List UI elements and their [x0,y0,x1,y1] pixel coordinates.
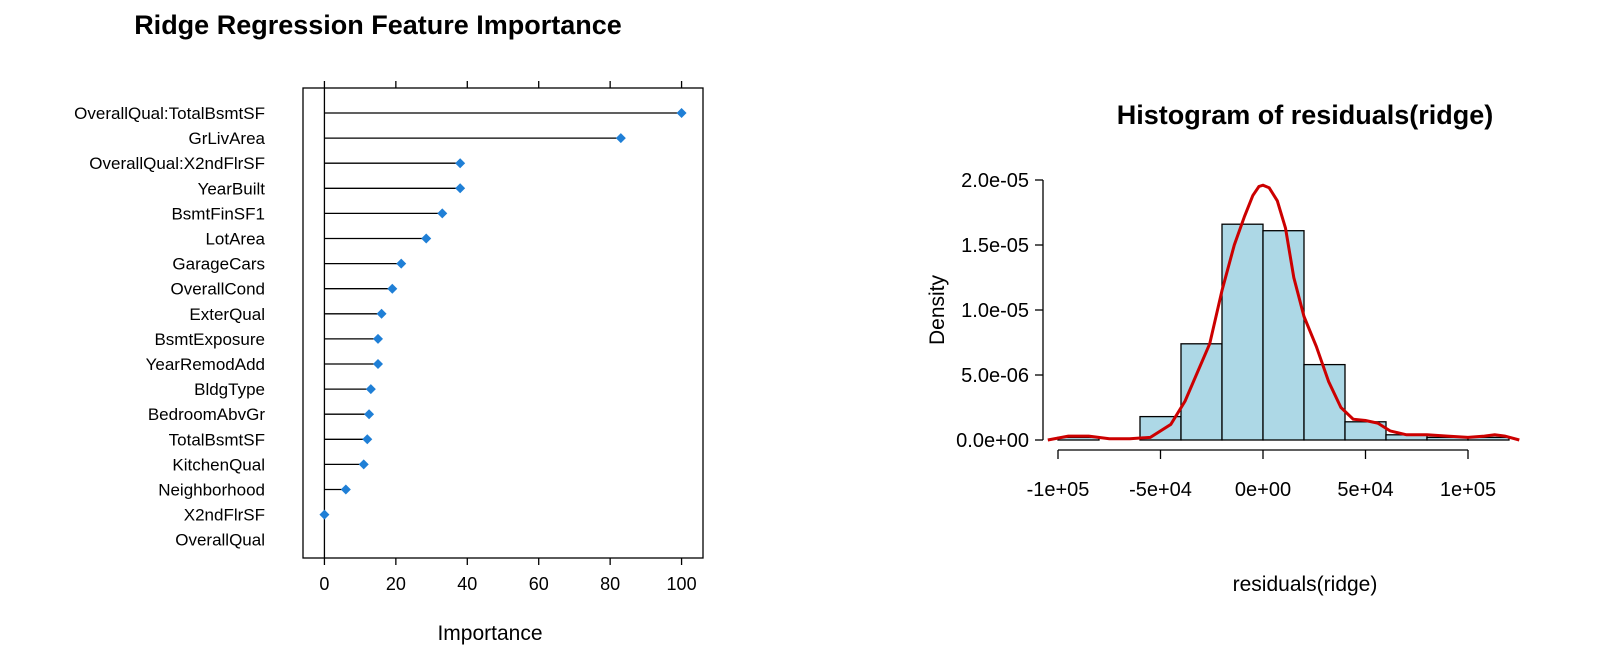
histogram-x-axis-label: residuals(ridge) [1233,573,1378,596]
importance-point [365,384,376,395]
y-tick-label: 0.0e+00 [956,430,1029,452]
feature-label: TotalBsmtSF [169,430,265,449]
feature-label: OverallQual:TotalBsmtSF [74,104,265,123]
histogram-bar [1262,230,1305,441]
histogram-bars [1057,223,1510,441]
importance-chart-title: Ridge Regression Feature Importance [134,10,622,40]
importance-point [362,434,373,445]
y-tick-label: 5.0e-06 [961,365,1029,387]
x-tick-label: -1e+05 [1027,479,1090,501]
importance-point [376,308,387,319]
y-tick-label: 2.0e-05 [961,170,1029,192]
x-tick-label: 0 [319,574,329,594]
importance-feature-labels: OverallQual:TotalBsmtSF GrLivArea OverallQ… [74,104,265,550]
importance-point [387,283,398,294]
feature-label: OverallCond [171,280,266,299]
x-tick-label: 20 [386,574,406,594]
feature-label: GrLivArea [188,129,265,148]
importance-point [340,484,351,495]
histogram-x-axis: -1e+05 -5e+04 0e+00 5e+04 1e+05 [1027,449,1496,501]
importance-point [455,158,466,169]
feature-label: OverallQual:X2ndFlrSF [89,154,265,173]
histogram-y-axis-label: Density [926,274,949,345]
feature-label: BedroomAbvGr [148,405,265,424]
feature-label: OverallQual [175,531,265,550]
histogram-title: Histogram of residuals(ridge) [1117,100,1494,130]
importance-stems [323,88,682,558]
importance-bottom-ticks: 0 20 40 60 80 100 [319,558,697,594]
feature-label: BsmtExposure [154,330,265,349]
importance-x-axis-label: Importance [437,622,542,645]
x-tick-label: 1e+05 [1440,479,1496,501]
y-tick-label: 1.0e-05 [961,300,1029,322]
feature-label: YearRemodAdd [146,355,265,374]
importance-point [373,359,383,369]
x-tick-label: 40 [457,574,477,594]
x-tick-label: 0e+00 [1235,479,1291,501]
y-tick-label: 1.5e-05 [961,235,1029,257]
x-tick-label: -5e+04 [1129,479,1192,501]
importance-point [373,333,383,344]
importance-point [319,509,330,520]
feature-label: ExterQual [189,305,265,324]
x-tick-label: 100 [667,574,697,594]
importance-points [319,108,687,520]
feature-label: YearBuilt [198,179,266,198]
histogram-bar [1221,223,1264,441]
residual-histogram: Histogram of residuals(ridge) 0.0e+00 5.0… [926,100,1520,596]
importance-point [364,409,375,420]
x-tick-label: 80 [600,574,620,594]
x-tick-label: 60 [529,574,549,594]
importance-point [421,233,432,244]
x-tick-label: 5e+04 [1337,479,1393,501]
importance-top-ticks [323,81,683,88]
feature-label: Neighborhood [158,481,265,500]
density-curve [1047,183,1520,442]
histogram-y-axis: 0.0e+00 5.0e-06 1.0e-05 1.5e-05 2.0e-05 [956,170,1044,452]
importance-point [455,183,466,194]
feature-label: BldgType [194,380,265,399]
importance-point [396,258,407,269]
feature-label: KitchenQual [172,455,265,474]
importance-chart: Ridge Regression Feature Importance 0 20 4… [74,10,704,645]
importance-point [437,208,448,219]
importance-point [615,133,626,144]
importance-point [358,459,369,470]
feature-label: GarageCars [172,255,265,274]
histogram-bar [1180,343,1223,441]
feature-label: X2ndFlrSF [184,506,265,525]
feature-label: LotArea [205,230,265,249]
feature-label: BsmtFinSF1 [171,204,265,223]
importance-point [676,108,687,118]
importance-panel-frame [302,87,704,559]
